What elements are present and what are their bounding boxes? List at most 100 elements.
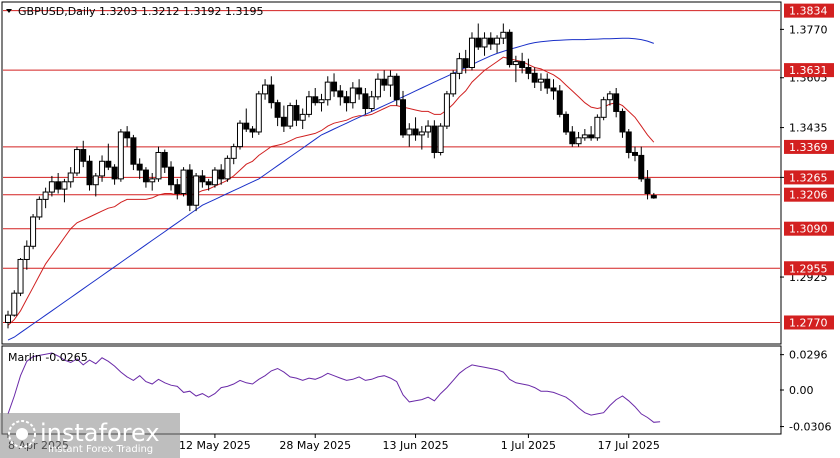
candle-body (274, 102, 281, 118)
candle (525, 58, 532, 80)
candle-body (412, 128, 419, 136)
candle (575, 131, 582, 147)
candle (418, 126, 425, 150)
candle (293, 99, 300, 127)
candle-body (625, 131, 632, 153)
candle-body (362, 93, 369, 110)
candle (356, 79, 363, 100)
candle-body (606, 93, 613, 101)
candle-body (305, 96, 312, 115)
candle (393, 73, 400, 106)
candle-body (331, 81, 338, 92)
candle-body (11, 292, 18, 316)
candle-body (556, 90, 563, 115)
candle (638, 146, 645, 182)
candle-body (155, 151, 162, 180)
candle (456, 52, 463, 80)
candle-body (130, 137, 137, 165)
candle (30, 214, 37, 250)
candle-body (619, 110, 626, 133)
candle (236, 120, 243, 150)
candle (280, 105, 287, 132)
candle (387, 70, 394, 97)
level-label-text: 1.3265 (789, 171, 828, 184)
level-labels: 1.3834 1.3631 1.3369 1.3265 1.3206 1.3090 1.29… (784, 3, 834, 330)
collapse-triangle-icon[interactable] (6, 9, 12, 13)
candle-body (73, 149, 80, 174)
candle-body (349, 87, 356, 104)
candle-body (406, 128, 413, 136)
level-label-text: 1.3090 (789, 223, 828, 236)
candle (512, 55, 519, 83)
level-label-text: 1.2955 (789, 262, 828, 275)
candle-body (312, 96, 319, 104)
candle-body (280, 116, 287, 127)
candle (437, 123, 444, 156)
candle (42, 187, 49, 209)
watermark-brand: instaforex (40, 419, 160, 447)
chart-title: GBPUSD,Daily 1.3203 1.3212 1.3192 1.3195 (18, 5, 263, 18)
candle (99, 155, 106, 182)
candle-body (644, 178, 651, 195)
candle-body (287, 105, 294, 127)
candle-body (149, 178, 156, 183)
candle (613, 88, 620, 118)
candle (331, 73, 338, 97)
candle (111, 164, 118, 185)
candle (80, 140, 87, 168)
level-label-text: 1.3206 (789, 189, 828, 202)
candle (556, 85, 563, 118)
time-tick-label: 13 Jun 2025 (382, 439, 448, 452)
candle (268, 76, 275, 109)
candle (318, 93, 325, 112)
candle (67, 167, 74, 188)
candle (136, 158, 143, 179)
candle (149, 173, 156, 191)
candle-body (544, 78, 551, 89)
candle-body (180, 169, 187, 195)
candle-body (343, 96, 350, 104)
candle (531, 67, 538, 88)
candle (61, 178, 68, 203)
watermark: instaforex Instant Forex Trading (0, 413, 180, 458)
candle (73, 146, 80, 176)
candle-body (575, 137, 582, 145)
candle (249, 126, 256, 138)
price-tick-label: 1.3770 (789, 23, 828, 36)
watermark-tagline: Instant Forex Trading (48, 444, 153, 455)
candle-body (161, 151, 168, 168)
candle (468, 32, 475, 71)
candle-body (268, 84, 275, 104)
candle-body (569, 131, 576, 145)
candle-body (594, 116, 601, 139)
indicator-tick-label: 0.0296 (789, 349, 828, 362)
candle (48, 175, 55, 197)
candle-body (563, 113, 570, 133)
candle-body (61, 181, 68, 190)
candle-body (30, 216, 37, 247)
candle (362, 88, 369, 115)
indicator-panel: 0.0296 0.00 -0.0306 (7, 349, 831, 434)
candle-body (437, 125, 444, 153)
candle-body (387, 75, 394, 86)
level-label-box (784, 187, 834, 202)
candle (619, 108, 626, 138)
ma-line-1 (7, 37, 654, 341)
candle-body (600, 99, 607, 118)
candle-body (23, 245, 30, 260)
moving-averages (7, 37, 655, 341)
candle-body (92, 175, 99, 186)
candle (161, 149, 168, 173)
candle (349, 82, 356, 109)
level-label-box (784, 315, 834, 330)
candle-body (262, 84, 269, 95)
candle (255, 90, 262, 135)
candle (218, 164, 225, 185)
candle (650, 192, 657, 199)
candle (381, 70, 388, 91)
candle (168, 161, 175, 191)
candle (23, 240, 30, 270)
candle-body (105, 160, 112, 168)
candle-body (588, 134, 595, 139)
candle (130, 134, 137, 171)
